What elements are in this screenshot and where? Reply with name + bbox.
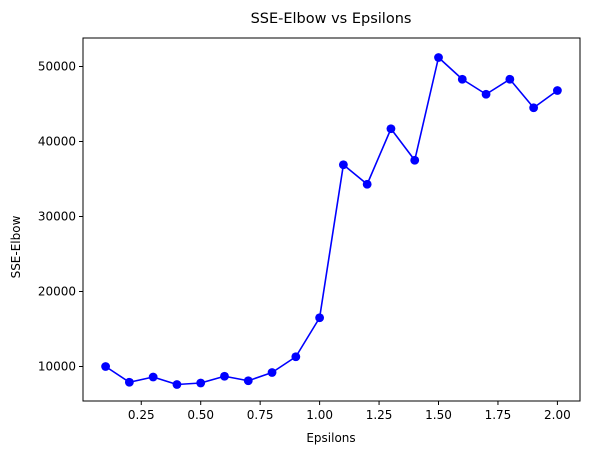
plot-area bbox=[82, 37, 581, 402]
data-point bbox=[553, 86, 562, 95]
data-point bbox=[267, 368, 277, 377]
data-point bbox=[338, 160, 348, 170]
data-point bbox=[410, 155, 420, 165]
data-point bbox=[434, 53, 443, 62]
data-point bbox=[148, 372, 158, 382]
y-tick-label: 10000 bbox=[38, 360, 76, 374]
data-point bbox=[196, 378, 206, 388]
data-point bbox=[362, 179, 372, 189]
x-tick-label: 1.50 bbox=[425, 408, 452, 422]
x-tick-label: 1.75 bbox=[485, 408, 512, 422]
data-point bbox=[101, 362, 110, 371]
series-line bbox=[105, 56, 558, 386]
data-point bbox=[291, 352, 301, 362]
data-point bbox=[315, 313, 325, 323]
x-tick-label: 1.25 bbox=[366, 408, 393, 422]
data-point bbox=[457, 74, 467, 84]
data-point bbox=[481, 89, 491, 99]
y-axis-label: SSE-Elbow bbox=[9, 215, 23, 278]
x-tick-label: 0.50 bbox=[187, 408, 214, 422]
x-tick-label: 0.25 bbox=[128, 408, 155, 422]
data-point bbox=[243, 376, 253, 386]
y-tick-label: 40000 bbox=[38, 135, 76, 149]
y-tick-label: 20000 bbox=[38, 285, 76, 299]
x-axis-label: Epsilons bbox=[306, 431, 355, 445]
x-tick-label: 1.00 bbox=[306, 408, 333, 422]
data-point bbox=[386, 124, 396, 134]
data-point bbox=[220, 371, 229, 381]
data-point bbox=[124, 377, 134, 387]
y-tick-label: 30000 bbox=[38, 210, 76, 224]
data-point bbox=[172, 380, 182, 389]
data-point bbox=[529, 103, 539, 113]
y-axis: 10000 20000 30000 40000 50000 bbox=[38, 60, 83, 374]
x-tick-label: 2.00 bbox=[544, 408, 571, 422]
x-tick-label: 0.75 bbox=[247, 408, 274, 422]
y-tick-label: 50000 bbox=[38, 60, 76, 74]
chart-title: SSE-Elbow vs Epsilons bbox=[251, 11, 412, 27]
axes-frame bbox=[82, 37, 581, 402]
data-point bbox=[505, 74, 515, 84]
x-axis: 0.25 0.50 0.75 1.00 1.25 1.50 1.75 2.00 bbox=[128, 401, 571, 422]
